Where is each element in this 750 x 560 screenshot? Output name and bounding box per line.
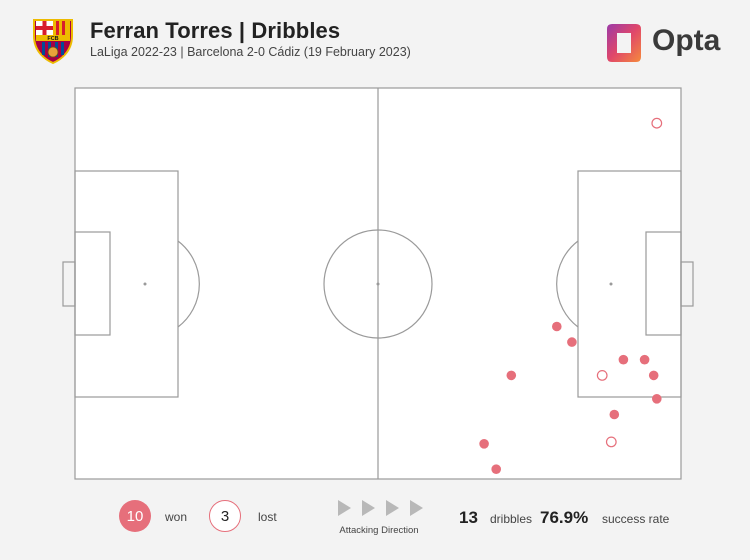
- dribble-won-point-1: [552, 321, 562, 332]
- pitch-chart: [62, 87, 694, 480]
- center-spot: [376, 282, 380, 286]
- right-penalty-spot: [609, 282, 613, 286]
- dribble-lost-point-1: [651, 117, 663, 129]
- success-rate-value: 76.9%: [540, 508, 589, 527]
- success-rate-label: success rate: [602, 512, 670, 526]
- opta-wordmark: Opta: [652, 24, 721, 57]
- lost-label: lost: [258, 510, 277, 524]
- dribble-markers: [479, 117, 663, 475]
- won-count-badge: 10: [119, 500, 151, 532]
- lost-count-badge: 3: [209, 500, 241, 532]
- right-goal: [680, 261, 694, 307]
- dribble-won-point-2: [567, 337, 577, 347]
- attacking-direction-label: Attacking Direction: [339, 525, 419, 536]
- dribbles-value: 13: [459, 508, 478, 527]
- legend-footer: 10 won 3 lost Attacking Direction 13 dri…: [0, 495, 750, 545]
- dribble-won-point-10: [491, 464, 502, 475]
- dribbles-label: dribbles: [490, 512, 533, 526]
- dribble-won-point-6: [652, 394, 662, 404]
- left-penalty-arc: [177, 240, 200, 328]
- opta-logo-icon: [607, 24, 641, 62]
- page-subtitle: LaLiga 2022-23 | Barcelona 2-0 Cádiz (19…: [90, 45, 411, 59]
- dribble-lost-point-2: [596, 370, 608, 381]
- dribble-won-point-7: [609, 409, 620, 420]
- dribble-won-point-5: [648, 370, 659, 381]
- header: FCB Ferran Torres | Dribbles LaLiga 2022…: [0, 0, 750, 80]
- dribble-won-point-3: [618, 354, 629, 365]
- left-penalty-spot: [143, 282, 147, 286]
- won-label: won: [165, 510, 188, 524]
- left-goal: [62, 261, 76, 307]
- opta-brand: Opta: [600, 18, 730, 68]
- fc-barcelona-crest-icon: FCB: [33, 19, 73, 64]
- crest-text: FCB: [47, 36, 58, 42]
- dribble-won-point-8: [506, 370, 517, 381]
- attacking-direction-arrows-icon: [338, 500, 423, 516]
- dribble-lost-point-3: [605, 436, 617, 448]
- right-penalty-arc: [556, 240, 579, 328]
- dribble-won-point-9: [479, 439, 489, 449]
- page-title: Ferran Torres | Dribbles: [90, 18, 341, 43]
- dribble-won-point-4: [639, 354, 650, 365]
- center-circle: [323, 229, 433, 339]
